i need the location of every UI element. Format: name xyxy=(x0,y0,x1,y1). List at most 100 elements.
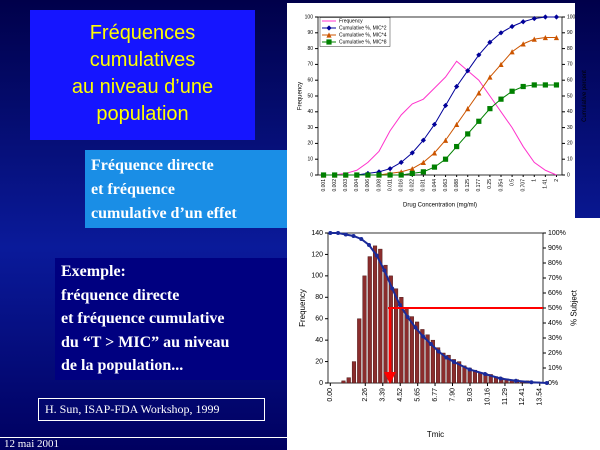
y-tick-label: 100 xyxy=(311,273,323,280)
bar xyxy=(488,374,493,384)
marker xyxy=(365,172,371,178)
y2-tick-label: 30% xyxy=(548,335,562,342)
marker xyxy=(531,15,537,22)
direct-box: Fréquence directe et fréquence cumulative … xyxy=(85,150,295,228)
legend-label: Cumulative %, MIC*4 xyxy=(339,32,387,38)
x-tick-label: 0.022 xyxy=(410,179,416,192)
y-tick-label: 90 xyxy=(307,30,313,36)
bar xyxy=(457,361,462,384)
text-line: cumulatives xyxy=(89,49,196,71)
marker xyxy=(397,303,402,307)
marker xyxy=(343,172,349,178)
y2-tick-label: 30 xyxy=(567,125,573,131)
y-tick-label: 140 xyxy=(311,230,323,237)
marker xyxy=(409,150,415,156)
y-axis-label: Frequency xyxy=(298,289,307,327)
x-tick-label: 9.03 xyxy=(467,388,474,402)
marker xyxy=(326,39,332,45)
marker xyxy=(498,30,504,36)
y-tick-label: 80 xyxy=(315,294,323,301)
marker xyxy=(398,172,404,178)
marker xyxy=(487,74,493,80)
y-tick-label: 40 xyxy=(315,337,323,344)
x-axis-label: Tmic xyxy=(427,430,444,439)
marker xyxy=(454,83,460,90)
marker xyxy=(366,243,371,247)
text-line: au niveau d’une xyxy=(71,76,214,98)
marker xyxy=(498,376,503,381)
bar xyxy=(430,339,435,384)
marker xyxy=(542,34,548,41)
text-line: Fréquences xyxy=(89,22,196,44)
y-tick-label: 20 xyxy=(307,141,313,147)
marker xyxy=(326,32,332,38)
marker xyxy=(398,159,404,165)
marker xyxy=(487,106,493,112)
chart-panel xyxy=(287,3,575,218)
y-axis-label: Frequency xyxy=(298,82,304,110)
marker xyxy=(420,159,426,165)
marker xyxy=(387,166,393,172)
y2-tick-label: 70% xyxy=(548,275,562,282)
marker xyxy=(332,172,338,178)
marker xyxy=(351,234,356,238)
bar xyxy=(425,334,430,384)
x-axis-label: Drug Concentration (mg/ml) xyxy=(403,203,477,209)
bar xyxy=(436,347,441,384)
x-tick-label: 0.002 xyxy=(332,179,338,192)
marker xyxy=(544,381,549,385)
y2-tick-label: 10 xyxy=(567,157,573,163)
bar xyxy=(351,361,357,384)
x-tick-label: 12.41 xyxy=(519,388,526,406)
x-tick-label: 0.011 xyxy=(387,179,393,191)
series-line xyxy=(323,60,557,176)
marker xyxy=(320,172,327,178)
x-tick-label: 0.063 xyxy=(443,179,449,192)
text-line: Exemple: xyxy=(61,263,126,280)
example-box: Exemple: fréquence directe et fréquence cu… xyxy=(55,258,297,380)
bar xyxy=(462,365,467,384)
y2-axis-label: Cumulative percent xyxy=(582,70,588,122)
marker xyxy=(476,90,482,96)
y-tick-label: 10 xyxy=(307,157,313,163)
x-tick-label: 0.5 xyxy=(509,179,515,186)
y2-tick-label: 20% xyxy=(548,350,562,357)
marker xyxy=(487,39,493,45)
x-tick-label: 0.088 xyxy=(454,179,460,192)
marker xyxy=(454,121,460,128)
y2-tick-label: 80% xyxy=(548,260,562,267)
title-box: Fréquences cumulatives au niveau d’une popu… xyxy=(30,10,255,140)
marker xyxy=(498,96,504,102)
legend-frame xyxy=(319,17,391,47)
arrow-head xyxy=(384,372,396,384)
legend-label: Cumulative %, MIC*2 xyxy=(339,25,387,31)
annotation xyxy=(384,307,543,384)
citation: H. Sun, ISAP-FDA Workshop, 1999 xyxy=(38,398,265,421)
marker xyxy=(520,19,526,25)
x-tick-label: 0.354 xyxy=(498,179,504,192)
chart-panel xyxy=(287,218,600,450)
marker xyxy=(509,49,515,55)
bar xyxy=(362,275,367,384)
marker xyxy=(387,172,393,178)
x-tick-label: 0.001 xyxy=(321,179,327,192)
bar xyxy=(367,256,372,384)
x-tick-label: 0.177 xyxy=(476,179,482,192)
marker xyxy=(413,325,418,330)
bar xyxy=(441,352,446,384)
bar xyxy=(394,288,399,384)
y-tick-label: 100 xyxy=(305,14,314,20)
y2-tick-label: 20 xyxy=(567,141,573,147)
x-tick-label: 0.003 xyxy=(343,179,349,192)
marker xyxy=(343,232,348,237)
marker xyxy=(498,61,504,67)
x-tick-label: 5.65 xyxy=(415,388,422,402)
marker xyxy=(376,172,382,178)
x-tick-label: 0.016 xyxy=(399,179,405,192)
bar xyxy=(372,245,378,384)
y-tick-label: 60 xyxy=(315,316,323,323)
bar xyxy=(357,318,362,384)
bar xyxy=(451,359,456,384)
marker xyxy=(520,41,526,47)
marker xyxy=(529,380,534,385)
